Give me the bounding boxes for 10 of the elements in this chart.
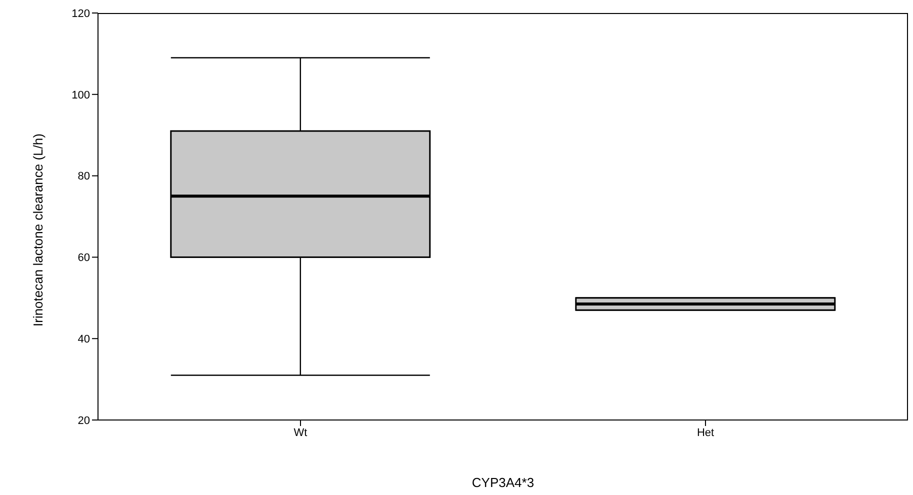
- y-tick-label: 60: [78, 252, 90, 264]
- x-tick-label: Wt: [294, 426, 308, 439]
- y-axis-title: Irinotecan lactone clearance (L/h): [30, 134, 46, 326]
- y-tick-label: 40: [78, 334, 90, 346]
- y-tick-label: 120: [72, 8, 90, 20]
- x-axis-title: CYP3A4*3: [472, 475, 534, 490]
- y-tick-label: 100: [72, 89, 90, 102]
- x-tick-label: Het: [696, 426, 714, 439]
- y-tick-label: 80: [78, 170, 90, 183]
- y-tick-label: 20: [78, 414, 90, 427]
